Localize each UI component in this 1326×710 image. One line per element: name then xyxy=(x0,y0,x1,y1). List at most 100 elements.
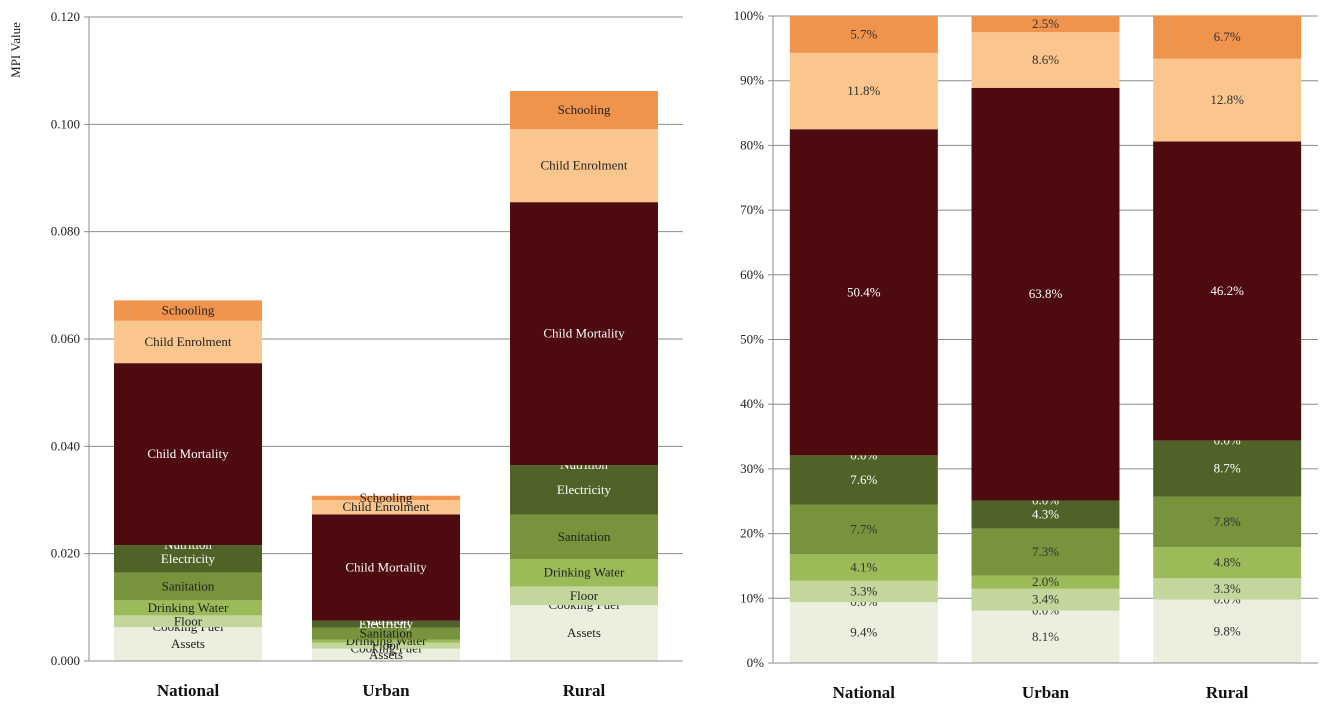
y-tick-label: 40% xyxy=(740,396,764,411)
bar-segment xyxy=(510,514,658,560)
bar-segment xyxy=(312,639,460,643)
bar-stack-urban: 8.1%0.0%3.4%2.0%7.3%4.3%0.0%63.8%8.6%2.5… xyxy=(971,16,1120,663)
segment-label: 9.8% xyxy=(1214,623,1241,638)
bar-segment xyxy=(510,465,658,515)
bar-segment xyxy=(510,91,658,130)
x-category-label: Rural xyxy=(563,681,606,700)
bar-stack-national: 9.4%0.0%3.3%4.1%7.7%7.6%0.0%50.4%11.8%5.… xyxy=(789,16,938,663)
segment-label: Assets xyxy=(171,636,205,651)
bar-segment xyxy=(312,500,460,515)
bar-segment xyxy=(1153,496,1302,548)
segment-label: 8.7% xyxy=(1214,461,1241,476)
bar-segment xyxy=(789,455,938,505)
bar-segment xyxy=(312,627,460,640)
bar-segment xyxy=(510,129,658,203)
bar-segment xyxy=(971,588,1120,611)
segment-label: Sanitation xyxy=(162,578,215,593)
segment-label: 7.7% xyxy=(850,521,877,536)
y-tick-label: 20% xyxy=(740,526,764,541)
bar-segment xyxy=(114,300,262,321)
segment-label: 8.6% xyxy=(1032,52,1059,67)
bar-segment xyxy=(789,554,938,581)
segment-label: Assets xyxy=(567,625,601,640)
segment-label: Child Enrolment xyxy=(144,334,231,349)
segment-label: 3.4% xyxy=(1032,592,1059,607)
segment-label: 46.2% xyxy=(1210,283,1244,298)
bar-stack-rural: 9.8%0.0%3.3%4.8%7.8%8.7%0.0%46.2%12.8%6.… xyxy=(1153,15,1302,663)
y-tick-label: 50% xyxy=(740,332,764,347)
bar-segment xyxy=(312,514,460,621)
x-category-label: Rural xyxy=(1206,683,1249,702)
bar-segment xyxy=(114,615,262,628)
bar-segment xyxy=(971,87,1120,501)
y-tick-label: 0% xyxy=(747,655,765,670)
bar-segment xyxy=(789,129,938,456)
bar-segment xyxy=(510,605,658,661)
bar-segment xyxy=(510,586,658,606)
segment-label: 6.7% xyxy=(1214,29,1241,44)
segment-label: 4.1% xyxy=(850,560,877,575)
y-tick-label: 0.080 xyxy=(51,224,80,239)
bar-segment xyxy=(114,545,262,573)
segment-label: 9.4% xyxy=(850,625,877,640)
bar-segment xyxy=(114,572,262,601)
bar-segment xyxy=(1153,599,1302,663)
bar-segment xyxy=(510,559,658,587)
segment-label: Child Mortality xyxy=(147,446,229,461)
y-tick-label: 60% xyxy=(740,267,764,282)
segment-label: 4.8% xyxy=(1214,555,1241,570)
segment-label: 12.8% xyxy=(1210,92,1244,107)
bar-segment xyxy=(114,600,262,616)
segment-label: Child Mortality xyxy=(345,560,427,575)
bar-segment xyxy=(971,575,1120,589)
y-tick-label: 0.060 xyxy=(51,331,80,346)
bar-segment xyxy=(1153,58,1302,142)
y-tick-label: 0.120 xyxy=(51,9,80,24)
segment-label: 3.3% xyxy=(850,584,877,599)
bar-segment xyxy=(971,16,1120,33)
y-tick-label: 10% xyxy=(740,590,764,605)
segment-label: 4.3% xyxy=(1032,507,1059,522)
segment-label: 8.1% xyxy=(1032,629,1059,644)
segment-label: Electricity xyxy=(557,482,612,497)
segment-label: Floor xyxy=(570,588,599,603)
bar-segment xyxy=(1153,440,1302,497)
bar-segment xyxy=(1153,141,1302,441)
bar-segment xyxy=(789,504,938,555)
x-category-label: Urban xyxy=(1022,683,1070,702)
y-tick-label: 0.100 xyxy=(51,116,80,131)
segment-label: Child Enrolment xyxy=(342,499,429,514)
y-tick-label: 0.040 xyxy=(51,438,80,453)
segment-label: Assets xyxy=(369,647,403,662)
bar-stack-national: AssetsCooking FuelFloorDrinking WaterSan… xyxy=(114,300,262,661)
y-tick-label: 90% xyxy=(740,73,764,88)
segment-label: 50.4% xyxy=(847,284,881,299)
chart-1: 0.000 0.020 0.040 0.060 0.080 0.100 0.120 MPI V… xyxy=(8,9,683,700)
segment-label: 7.6% xyxy=(850,472,877,487)
segment-label: Schooling xyxy=(162,303,215,318)
x-category-label: National xyxy=(833,683,896,702)
y-tick-label: 80% xyxy=(740,137,764,152)
bar-segment xyxy=(789,52,938,130)
segment-label: Sanitation xyxy=(558,529,611,544)
bar-segment xyxy=(1153,15,1302,59)
bar-stack-rural: AssetsCooking FuelFloorDrinking WaterSan… xyxy=(510,91,658,661)
bar-segment xyxy=(114,320,262,364)
bar-segment xyxy=(312,648,460,661)
segment-label: 11.8% xyxy=(847,83,880,98)
y-tick-label: 0.020 xyxy=(51,546,80,561)
bar-segment xyxy=(789,580,938,603)
bar-segment xyxy=(114,363,262,546)
bar-segment xyxy=(312,620,460,628)
segment-label: Child Mortality xyxy=(543,326,625,341)
segment-label: Sanitation xyxy=(360,626,413,641)
bar-segment xyxy=(789,16,938,53)
segment-label: 63.8% xyxy=(1029,286,1063,301)
bar-segment xyxy=(510,202,658,466)
segment-label: 7.3% xyxy=(1032,544,1059,559)
bar-segment xyxy=(312,642,460,649)
chart-2: 0%10%20%30%40%50%60%70%80%90%100%9.4%0.0… xyxy=(734,8,1318,702)
segment-label: Drinking Water xyxy=(148,600,229,615)
